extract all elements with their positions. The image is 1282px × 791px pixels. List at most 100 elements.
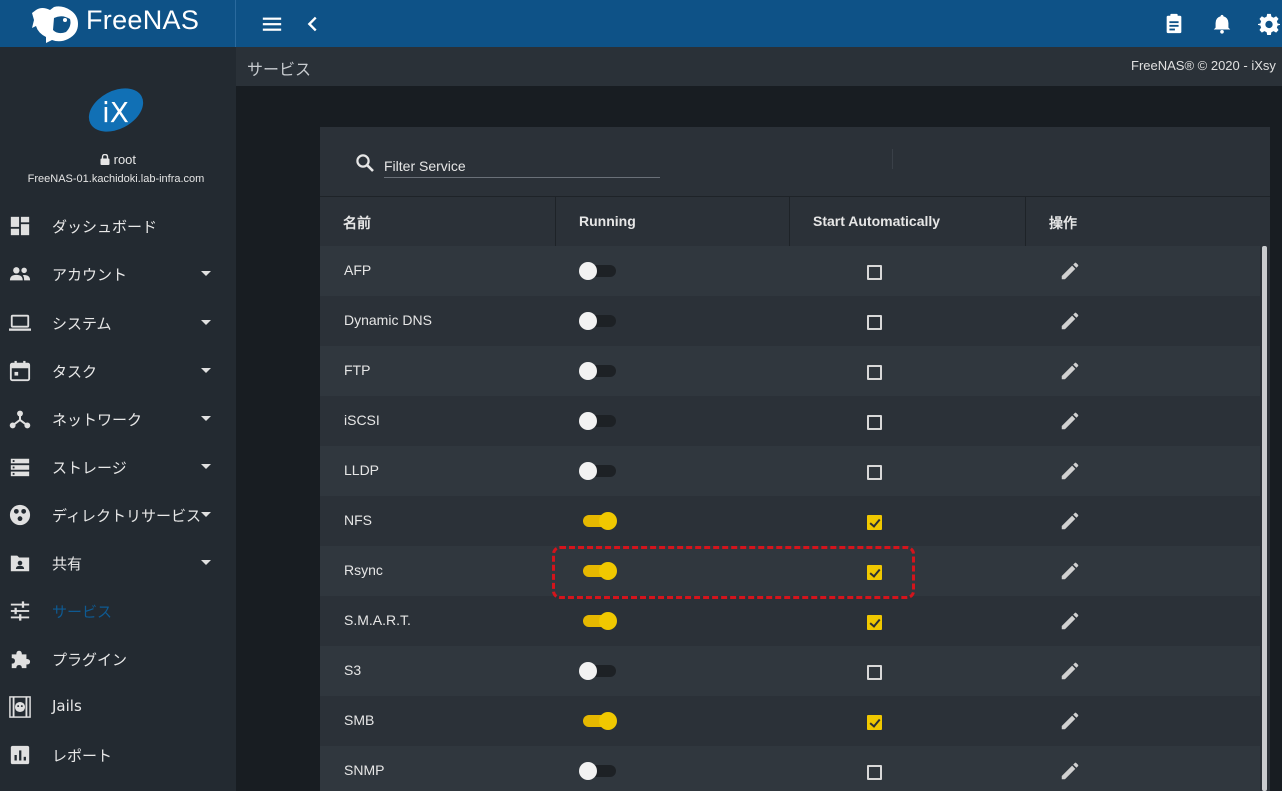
table-header: 名前 Running Start Automatically 操作 [320,196,1270,247]
menu-icon[interactable] [261,13,283,35]
settings-gear-icon[interactable] [1258,13,1280,35]
lock-icon [100,153,110,165]
service-name: NFS [344,512,372,528]
running-toggle[interactable] [579,662,617,680]
start-automatically-checkbox[interactable] [867,415,882,430]
running-toggle[interactable] [579,562,617,580]
sidebar-item-label: プラグイン [52,651,128,669]
sidebar-item-jail[interactable]: Jails [0,687,236,727]
storage-icon [10,458,30,477]
sidebar-item-tune[interactable]: サービス [0,591,236,631]
edit-pencil-icon[interactable] [1059,560,1081,582]
running-toggle[interactable] [579,712,617,730]
sidebar-item-label: ダッシュボード [52,218,158,236]
brand-logo[interactable]: FreeNAS [0,0,236,47]
running-toggle[interactable] [579,762,617,780]
scrollbar-thumb[interactable] [1262,246,1267,791]
running-toggle[interactable] [579,262,617,280]
sidebar-item-label: タスク [52,363,98,381]
chevron-down-icon[interactable] [201,512,211,517]
sidebar-item-directory[interactable]: ディレクトリサービス [0,495,236,535]
start-automatically-checkbox[interactable] [867,665,882,680]
chevron-down-icon[interactable] [201,416,211,421]
column-header-running[interactable]: Running [555,197,789,247]
clipboard-icon[interactable] [1163,13,1185,35]
edit-pencil-icon[interactable] [1059,260,1081,282]
sidebar-item-people[interactable]: アカウント [0,254,236,294]
filter-service-input[interactable] [384,154,660,178]
start-automatically-checkbox[interactable] [867,315,882,330]
start-automatically-checkbox[interactable] [867,515,882,530]
calendar-icon [9,360,31,382]
edit-pencil-icon[interactable] [1059,410,1081,432]
edit-pencil-icon[interactable] [1059,360,1081,382]
table-row: S3 [320,646,1260,696]
start-automatically-checkbox[interactable] [867,615,882,630]
start-automatically-checkbox[interactable] [867,715,882,730]
sidebar: iX root FreeNAS-01.kachidoki.lab-infra.c… [0,47,236,791]
chevron-down-icon[interactable] [201,368,211,373]
start-automatically-checkbox[interactable] [867,365,882,380]
sidebar-item-label: システム [52,315,112,333]
chevron-down-icon[interactable] [201,560,211,565]
sidebar-item-puzzle[interactable]: プラグイン [0,639,236,679]
table-row: NFS [320,496,1260,546]
edit-pencil-icon[interactable] [1059,760,1081,782]
service-name: FTP [344,362,371,378]
table-row: SMB [320,696,1260,746]
column-header-actions: 操作 [1025,197,1261,247]
chevron-down-icon[interactable] [201,271,211,276]
sidebar-item-label: Jails [52,697,82,715]
people-icon [9,267,31,281]
column-header-name[interactable]: 名前 [343,215,371,231]
edit-pencil-icon[interactable] [1059,510,1081,532]
sidebar-item-network[interactable]: ネットワーク [0,399,236,439]
toggle-knob [599,612,617,630]
service-name: SMB [344,712,375,728]
running-toggle[interactable] [579,362,617,380]
sidebar-item-report[interactable]: レポート [0,735,236,775]
sidebar-item-dashboard[interactable]: ダッシュボード [0,206,236,246]
chevron-down-icon[interactable] [201,464,211,469]
user-name: root [0,152,236,167]
sidebar-item-calendar[interactable]: タスク [0,351,236,391]
bell-icon[interactable] [1211,13,1233,35]
start-automatically-checkbox[interactable] [867,565,882,580]
toggle-knob [599,712,617,730]
chevron-down-icon[interactable] [201,320,211,325]
column-header-start-automatically[interactable]: Start Automatically [789,197,1025,247]
edit-pencil-icon[interactable] [1059,710,1081,732]
search-icon [356,154,374,172]
sidebar-item-label: ネットワーク [52,411,143,429]
dashboard-icon [10,216,30,236]
sidebar-item-label: ディレクトリサービス [52,507,201,525]
running-toggle[interactable] [579,312,617,330]
chevron-left-icon[interactable] [302,13,324,35]
edit-pencil-icon[interactable] [1059,460,1081,482]
rsync-highlight-annotation [552,546,915,599]
sidebar-item-label: ストレージ [52,459,127,477]
tune-icon [10,601,30,621]
edit-pencil-icon[interactable] [1059,310,1081,332]
toggle-knob [599,512,617,530]
toggle-knob [579,762,597,780]
table-scrollbar[interactable] [1260,246,1268,791]
edit-pencil-icon[interactable] [1059,610,1081,632]
start-automatically-checkbox[interactable] [867,465,882,480]
running-toggle[interactable] [579,612,617,630]
toggle-knob [579,262,597,280]
table-row: Dynamic DNS [320,296,1260,346]
running-toggle[interactable] [579,412,617,430]
toolbar-divider [892,149,893,169]
start-automatically-checkbox[interactable] [867,265,882,280]
sidebar-item-laptop[interactable]: システム [0,303,236,343]
running-toggle[interactable] [579,512,617,530]
sidebar-item-storage[interactable]: ストレージ [0,447,236,487]
edit-pencil-icon[interactable] [1059,660,1081,682]
toggle-knob [579,462,597,480]
running-toggle[interactable] [579,462,617,480]
sidebar-item-shared-folder[interactable]: 共有 [0,543,236,583]
sidebar-item-label: 共有 [52,555,83,573]
start-automatically-checkbox[interactable] [867,765,882,780]
table-row: S.M.A.R.T. [320,596,1260,646]
